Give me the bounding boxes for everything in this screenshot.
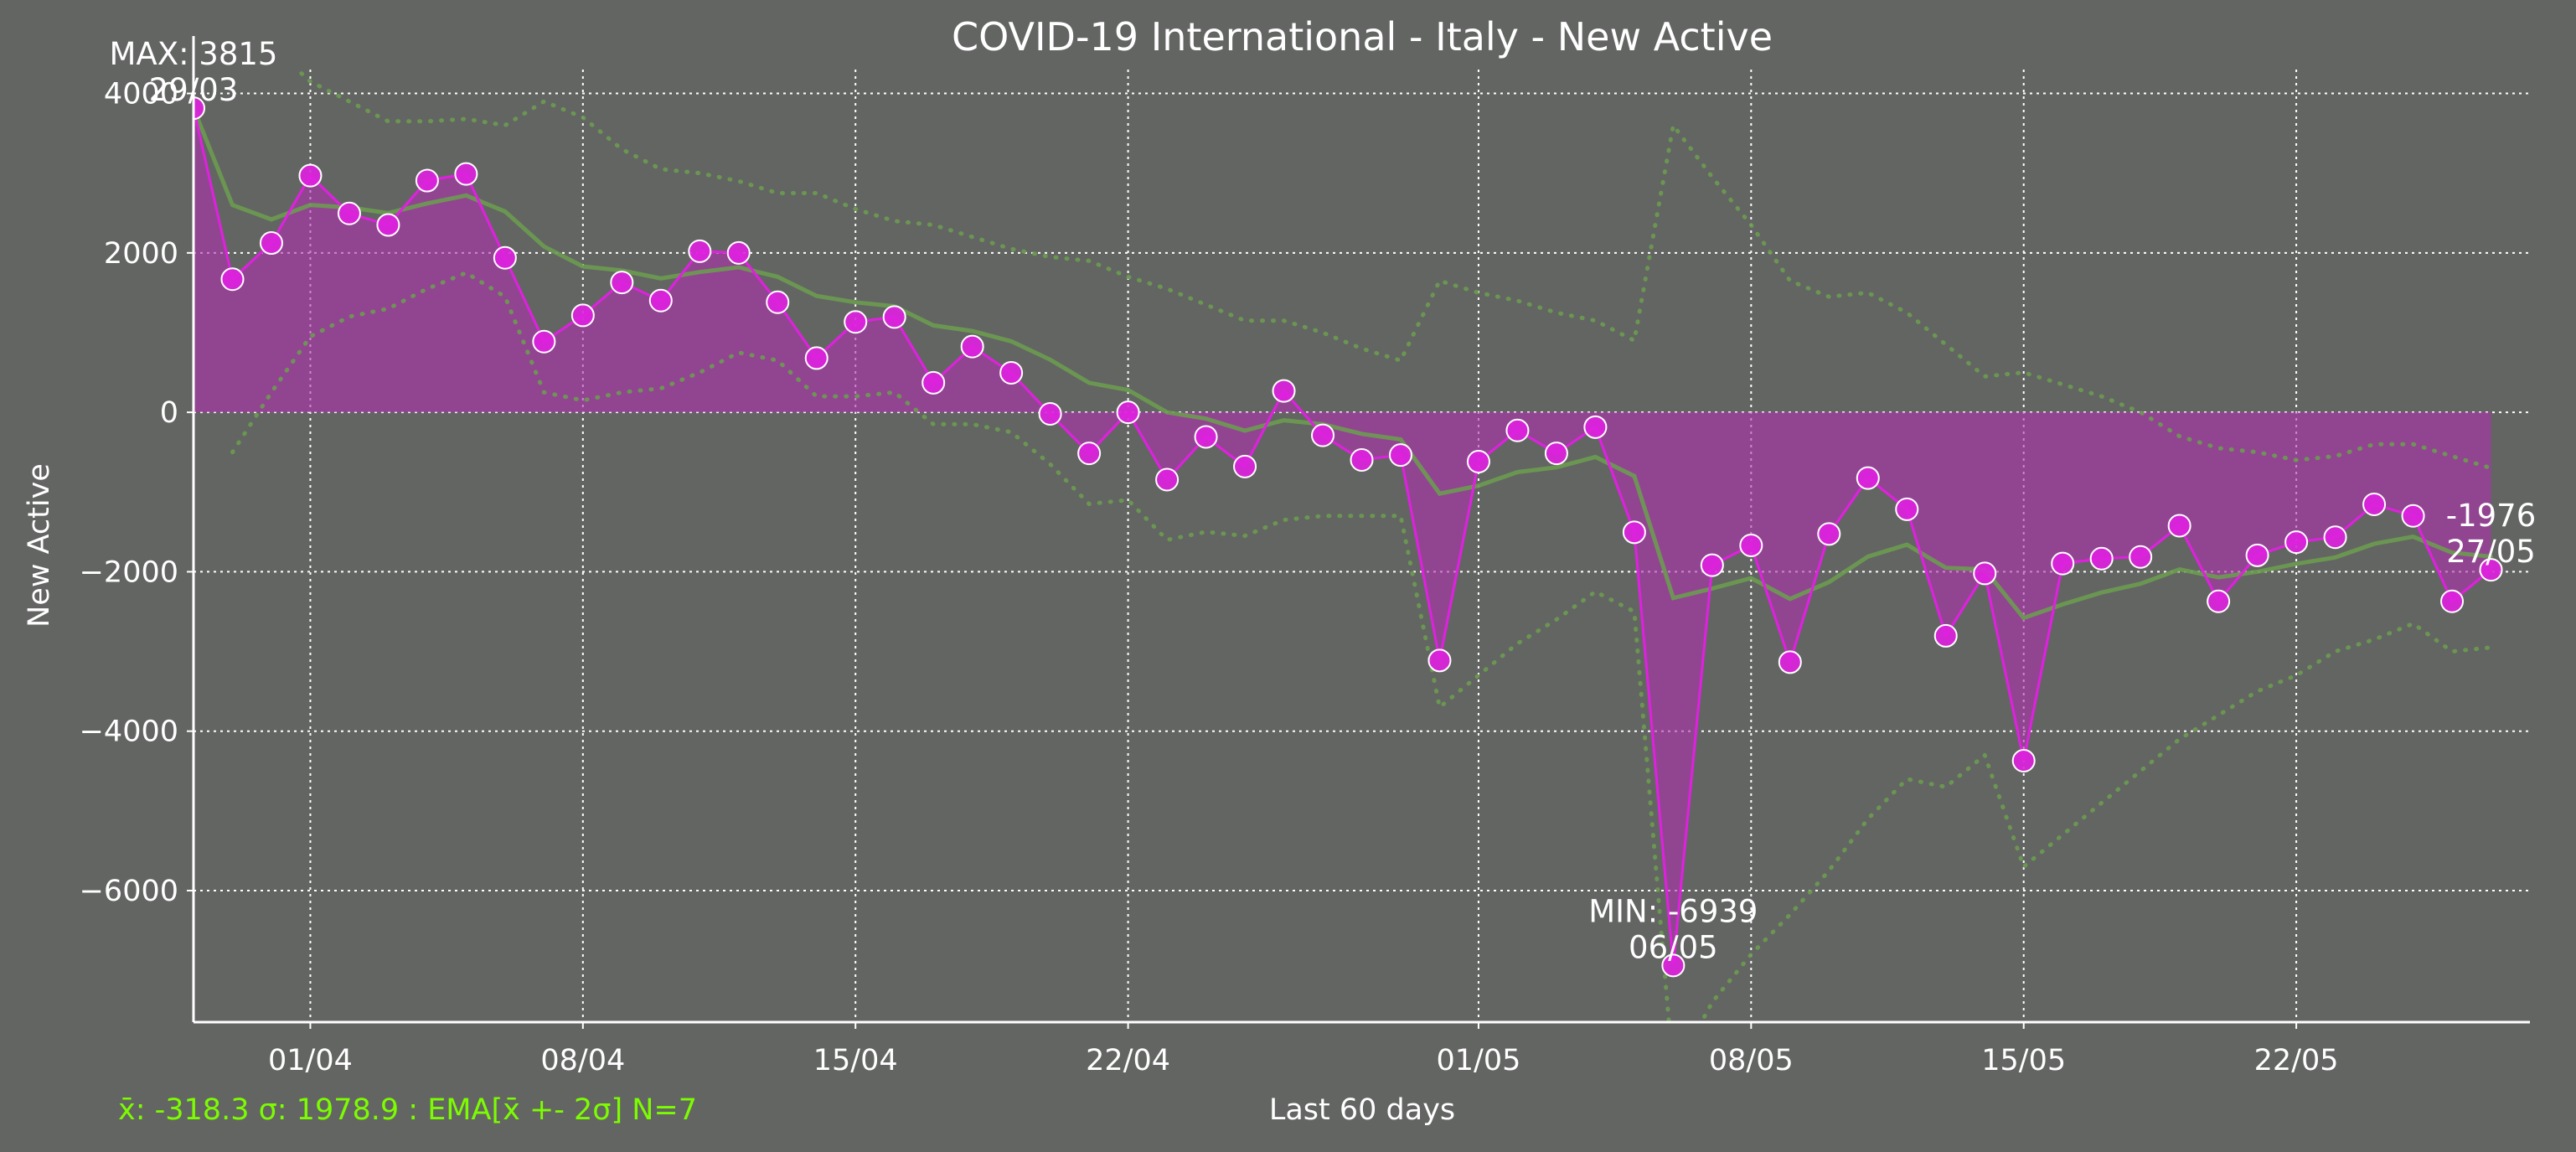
data-point xyxy=(1583,415,1608,439)
data-point xyxy=(2129,545,2153,569)
data-point xyxy=(1933,623,1958,648)
data-point xyxy=(1233,454,1257,478)
data-point xyxy=(1544,442,1568,466)
data-point xyxy=(2362,493,2387,517)
data-point xyxy=(298,163,323,188)
data-point xyxy=(882,305,906,329)
x-tick-label: 15/04 xyxy=(813,1044,898,1077)
data-point xyxy=(1661,953,1685,978)
x-tick-label: 08/04 xyxy=(540,1044,625,1077)
data-point xyxy=(1272,379,1296,403)
data-point xyxy=(2479,558,2503,582)
data-point xyxy=(532,329,556,354)
annotation-date: 06/05 xyxy=(1629,929,1718,965)
data-point xyxy=(1817,522,1841,546)
data-point xyxy=(194,96,205,121)
annotation-label: MAX: 3815 xyxy=(110,36,278,72)
annotation-label: MIN: -6939 xyxy=(1588,893,1758,929)
y-axis-label: New Active xyxy=(23,463,56,628)
data-point xyxy=(2440,589,2465,613)
data-point xyxy=(999,361,1024,385)
data-point xyxy=(1622,520,1646,545)
data-point xyxy=(1350,448,1374,473)
ema-line xyxy=(194,106,2493,621)
y-tick-label: −4000 xyxy=(80,715,178,749)
data-point xyxy=(2011,749,2036,773)
data-point xyxy=(1038,402,1062,426)
data-point xyxy=(921,370,946,395)
plot-area xyxy=(194,70,2503,1022)
band-line xyxy=(294,70,2493,471)
area-fill xyxy=(194,108,2491,966)
data-point xyxy=(2401,504,2425,528)
data-point xyxy=(2167,514,2191,538)
data-point xyxy=(2284,530,2309,555)
annotation-date: 27/05 xyxy=(2446,534,2536,570)
chart-title: COVID-19 International - Italy - New Act… xyxy=(952,14,1773,59)
data-point xyxy=(493,245,517,270)
x-tick-label: 08/05 xyxy=(1709,1044,1794,1077)
data-point xyxy=(1739,534,1763,558)
data-point xyxy=(726,240,751,265)
x-tick-label: 15/05 xyxy=(1981,1044,2066,1077)
data-point xyxy=(259,231,283,256)
data-point xyxy=(1388,443,1412,468)
annotation-date: 29/03 xyxy=(149,72,239,108)
data-point xyxy=(1505,418,1530,442)
y-tick-label: 2000 xyxy=(104,237,178,271)
data-point xyxy=(960,334,984,359)
data-point xyxy=(1311,423,1335,447)
data-point xyxy=(454,162,478,186)
axes: −6000 −4000 −2000 0 2000 4000 01/04 08/04 15/04 2… xyxy=(80,36,2537,1077)
data-point xyxy=(1155,468,1180,492)
x-tick-label: 01/04 xyxy=(268,1044,353,1077)
data-point xyxy=(648,288,673,313)
data-point xyxy=(1895,497,1919,521)
data-point xyxy=(766,290,790,314)
y-tick-label: −2000 xyxy=(80,555,178,589)
data-point xyxy=(1116,400,1140,425)
annotation-label: -1976 xyxy=(2446,498,2537,534)
data-point xyxy=(1194,425,1218,449)
data-point xyxy=(2051,551,2075,576)
data-point xyxy=(688,239,712,263)
x-tick-label: 01/05 xyxy=(1437,1044,1521,1077)
data-point xyxy=(804,346,829,370)
data-point xyxy=(2207,589,2231,613)
data-point xyxy=(2245,543,2269,567)
data-point xyxy=(1778,650,1802,674)
band-line xyxy=(230,270,2493,1022)
data-point xyxy=(415,168,439,193)
x-axis-label: Last 60 days xyxy=(1269,1093,1455,1127)
data-point xyxy=(1856,466,1880,490)
x-tick-label: 22/05 xyxy=(2254,1044,2339,1077)
data-point xyxy=(2323,525,2347,550)
data-point xyxy=(376,213,400,237)
data-point xyxy=(570,303,595,328)
data-point xyxy=(1973,561,1997,586)
y-tick-label: 4000 xyxy=(104,78,178,111)
data-point xyxy=(337,201,361,225)
data-point xyxy=(220,267,245,292)
data-point xyxy=(1427,648,1452,673)
data-point xyxy=(2089,546,2114,571)
data-point xyxy=(610,271,634,295)
footer-stats: x̄: -318.3 σ: 1978.9 : EMA[x̄ +- 2σ] N=7 xyxy=(118,1093,697,1127)
data-point xyxy=(1700,553,1724,577)
x-tick-label: 22/04 xyxy=(1086,1044,1170,1077)
y-tick-label: −6000 xyxy=(80,875,178,908)
data-point xyxy=(1466,450,1490,474)
data-point xyxy=(844,310,868,334)
y-tick-label: 0 xyxy=(160,396,178,430)
data-point xyxy=(1077,442,1102,466)
